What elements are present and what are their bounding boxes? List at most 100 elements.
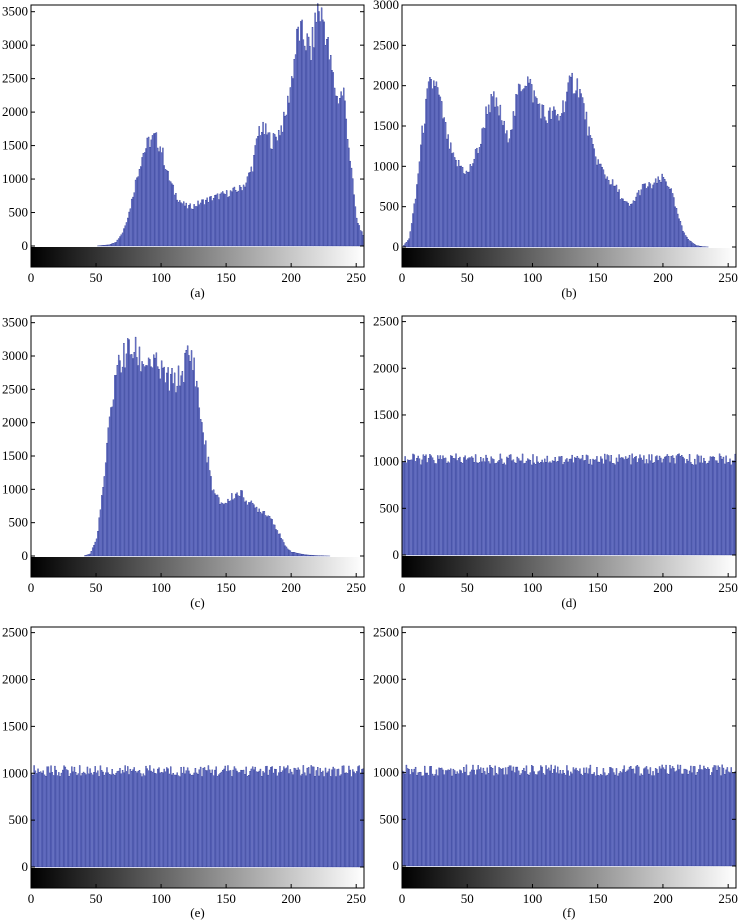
histogram-bar bbox=[519, 84, 521, 248]
histogram-bar bbox=[45, 776, 47, 868]
histogram-bar bbox=[639, 454, 641, 556]
histogram-bar bbox=[454, 157, 456, 248]
histogram-bar bbox=[725, 455, 727, 556]
histogram-bar bbox=[238, 772, 241, 868]
histogram-bar bbox=[225, 190, 228, 247]
histogram-bar bbox=[313, 47, 315, 247]
x-tick-label: 0 bbox=[28, 580, 35, 595]
histogram-bar bbox=[570, 458, 572, 556]
histogram-bar bbox=[75, 772, 77, 868]
histogram-bar bbox=[469, 771, 472, 867]
histogram-bar bbox=[716, 460, 718, 556]
histogram-bar bbox=[519, 460, 521, 556]
histogram-bar bbox=[129, 354, 132, 557]
histogram-bar bbox=[681, 225, 683, 248]
histogram-bar bbox=[606, 774, 609, 867]
histogram-bar bbox=[634, 201, 636, 248]
histogram-bar bbox=[532, 102, 534, 248]
histogram-bar bbox=[222, 191, 224, 247]
histogram-bar bbox=[708, 460, 710, 556]
histogram-bar bbox=[336, 769, 338, 868]
histogram-bar bbox=[473, 158, 475, 248]
histogram-bar bbox=[626, 770, 628, 867]
histogram-bar bbox=[516, 766, 519, 867]
histogram-bar bbox=[205, 199, 207, 247]
histogram-bar bbox=[314, 12, 316, 247]
histogram-bar bbox=[323, 21, 325, 247]
histogram-bar bbox=[654, 178, 657, 248]
histogram-bar bbox=[315, 21, 318, 247]
histogram-bar bbox=[484, 771, 486, 867]
histogram-bar bbox=[416, 458, 418, 556]
histogram-bar bbox=[455, 774, 457, 867]
histogram-bar bbox=[533, 771, 535, 867]
histogram-bar bbox=[430, 766, 432, 867]
histogram-bar bbox=[108, 773, 111, 868]
histogram-bar bbox=[675, 208, 678, 248]
histogram-bar bbox=[88, 773, 90, 868]
histogram-bar bbox=[88, 554, 90, 557]
histogram-bar bbox=[682, 773, 684, 867]
histogram-bar bbox=[358, 765, 361, 868]
histogram-bar bbox=[361, 768, 363, 868]
histogram-bar bbox=[461, 462, 464, 556]
histogram-bar bbox=[571, 454, 573, 556]
histogram-bar bbox=[486, 457, 489, 556]
histogram-bar bbox=[592, 144, 594, 248]
histogram-bar bbox=[431, 773, 434, 867]
histogram-bar bbox=[452, 152, 455, 248]
histogram-bar bbox=[557, 766, 559, 867]
histogram-bar bbox=[188, 355, 190, 557]
histogram-bar bbox=[632, 458, 635, 556]
histogram-bar bbox=[660, 768, 662, 867]
histogram-bar bbox=[316, 3, 319, 247]
histogram-bar bbox=[311, 27, 314, 247]
histogram-bar bbox=[167, 171, 169, 247]
x-tick-label: 150 bbox=[588, 891, 608, 906]
histogram-bar bbox=[477, 765, 479, 867]
histogram-bar bbox=[272, 772, 275, 868]
histogram-bar bbox=[357, 766, 359, 868]
histogram-bar bbox=[421, 459, 423, 556]
histogram-bar bbox=[248, 172, 250, 247]
histogram-bar bbox=[493, 459, 495, 556]
histogram-bar bbox=[183, 201, 185, 247]
histogram-bar bbox=[33, 765, 35, 868]
histogram-bar bbox=[438, 94, 440, 248]
histogram-bar bbox=[460, 165, 462, 248]
histogram-bar bbox=[242, 184, 245, 247]
histogram-bar bbox=[584, 772, 586, 867]
histogram-bar bbox=[162, 772, 164, 868]
histogram-bar bbox=[125, 222, 128, 247]
histogram-bar bbox=[455, 453, 457, 556]
histogram-bar bbox=[106, 442, 108, 557]
histogram-bar bbox=[617, 461, 619, 556]
histogram-bar bbox=[231, 493, 233, 557]
histogram-bar bbox=[128, 211, 130, 247]
histogram-bar bbox=[86, 554, 89, 557]
histogram-bar bbox=[203, 444, 206, 557]
histogram-bar bbox=[220, 502, 223, 557]
histogram-bar bbox=[111, 406, 113, 557]
histogram-bar bbox=[413, 454, 415, 556]
histogram-bar bbox=[251, 171, 254, 247]
histogram-bar bbox=[572, 462, 575, 556]
histogram-bar bbox=[661, 173, 663, 248]
histogram-bar bbox=[333, 768, 336, 868]
histogram-bar bbox=[688, 770, 691, 867]
histogram-bar bbox=[703, 457, 705, 556]
histogram-bar bbox=[461, 167, 464, 248]
histogram-bar bbox=[194, 768, 197, 868]
histogram-bar bbox=[547, 767, 550, 867]
histogram-bar bbox=[486, 767, 489, 867]
histogram-bar bbox=[251, 503, 254, 557]
histogram-bar bbox=[657, 460, 659, 556]
histogram-bar bbox=[341, 95, 344, 247]
histogram-bar bbox=[549, 461, 551, 556]
histogram-bar bbox=[430, 455, 432, 556]
histogram-bar bbox=[618, 189, 620, 248]
histogram-bar bbox=[128, 339, 130, 557]
histogram-bar bbox=[726, 462, 729, 556]
histogram-bar bbox=[202, 767, 204, 868]
histogram-bar bbox=[454, 458, 456, 556]
